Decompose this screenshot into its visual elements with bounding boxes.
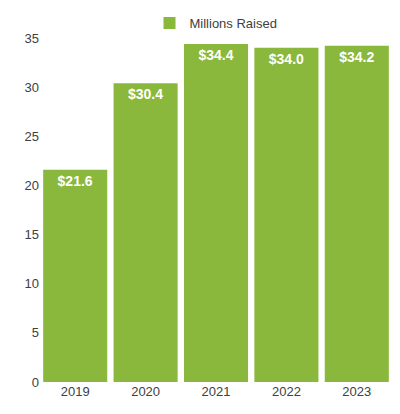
svg-text:35: 35 bbox=[25, 31, 39, 46]
svg-text:25: 25 bbox=[25, 129, 39, 144]
svg-text:$21.6: $21.6 bbox=[58, 173, 93, 189]
svg-text:$34.4: $34.4 bbox=[198, 47, 233, 63]
svg-text:2022: 2022 bbox=[272, 384, 301, 399]
svg-text:20: 20 bbox=[25, 178, 39, 193]
svg-text:10: 10 bbox=[25, 276, 39, 291]
svg-text:30: 30 bbox=[25, 80, 39, 95]
svg-text:2023: 2023 bbox=[342, 384, 371, 399]
svg-text:$30.4: $30.4 bbox=[128, 86, 163, 102]
svg-text:5: 5 bbox=[32, 325, 39, 340]
svg-text:2020: 2020 bbox=[131, 384, 160, 399]
svg-text:2019: 2019 bbox=[61, 384, 90, 399]
svg-text:Millions Raised: Millions Raised bbox=[190, 16, 277, 31]
svg-text:0: 0 bbox=[32, 375, 39, 390]
svg-text:15: 15 bbox=[25, 227, 39, 242]
svg-text:2021: 2021 bbox=[202, 384, 231, 399]
svg-text:$34.0: $34.0 bbox=[269, 51, 304, 67]
svg-text:$34.2: $34.2 bbox=[339, 49, 374, 65]
